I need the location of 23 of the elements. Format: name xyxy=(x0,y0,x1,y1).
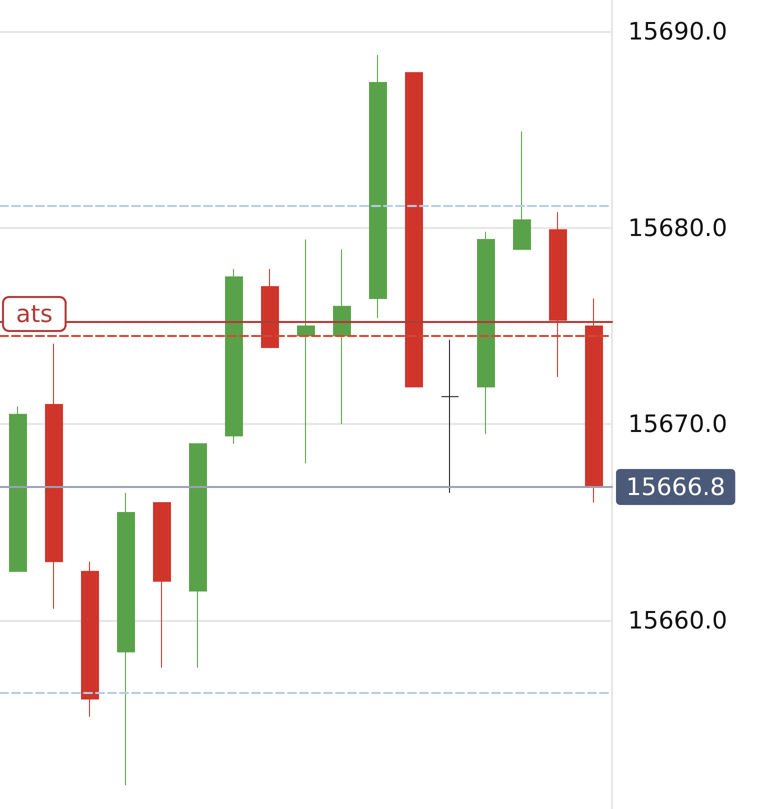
candlestick xyxy=(261,268,279,348)
candlestick xyxy=(297,239,315,464)
annotation: ats xyxy=(16,300,53,328)
y-tick-label: 15690.0 xyxy=(628,17,728,46)
candlestick xyxy=(333,248,351,425)
candlestick xyxy=(549,212,567,378)
candlestick xyxy=(189,443,207,668)
candlestick xyxy=(117,492,135,786)
candlestick xyxy=(405,72,423,388)
candlestick xyxy=(585,298,603,504)
candlestick xyxy=(81,561,99,718)
candlestick xyxy=(477,231,495,434)
candlestick xyxy=(153,502,171,668)
candlestick xyxy=(9,406,27,572)
candlestick xyxy=(369,54,387,319)
y-tick-label: 15680.0 xyxy=(628,214,728,242)
candlestick xyxy=(513,131,531,250)
y-tick-label: 15660.0 xyxy=(628,606,728,634)
candlestick xyxy=(441,339,459,494)
ref-line-label: 15666.8 xyxy=(626,472,726,501)
candlestick xyxy=(225,268,243,444)
y-tick-label: 15670.0 xyxy=(628,410,728,438)
candlestick xyxy=(45,343,63,610)
